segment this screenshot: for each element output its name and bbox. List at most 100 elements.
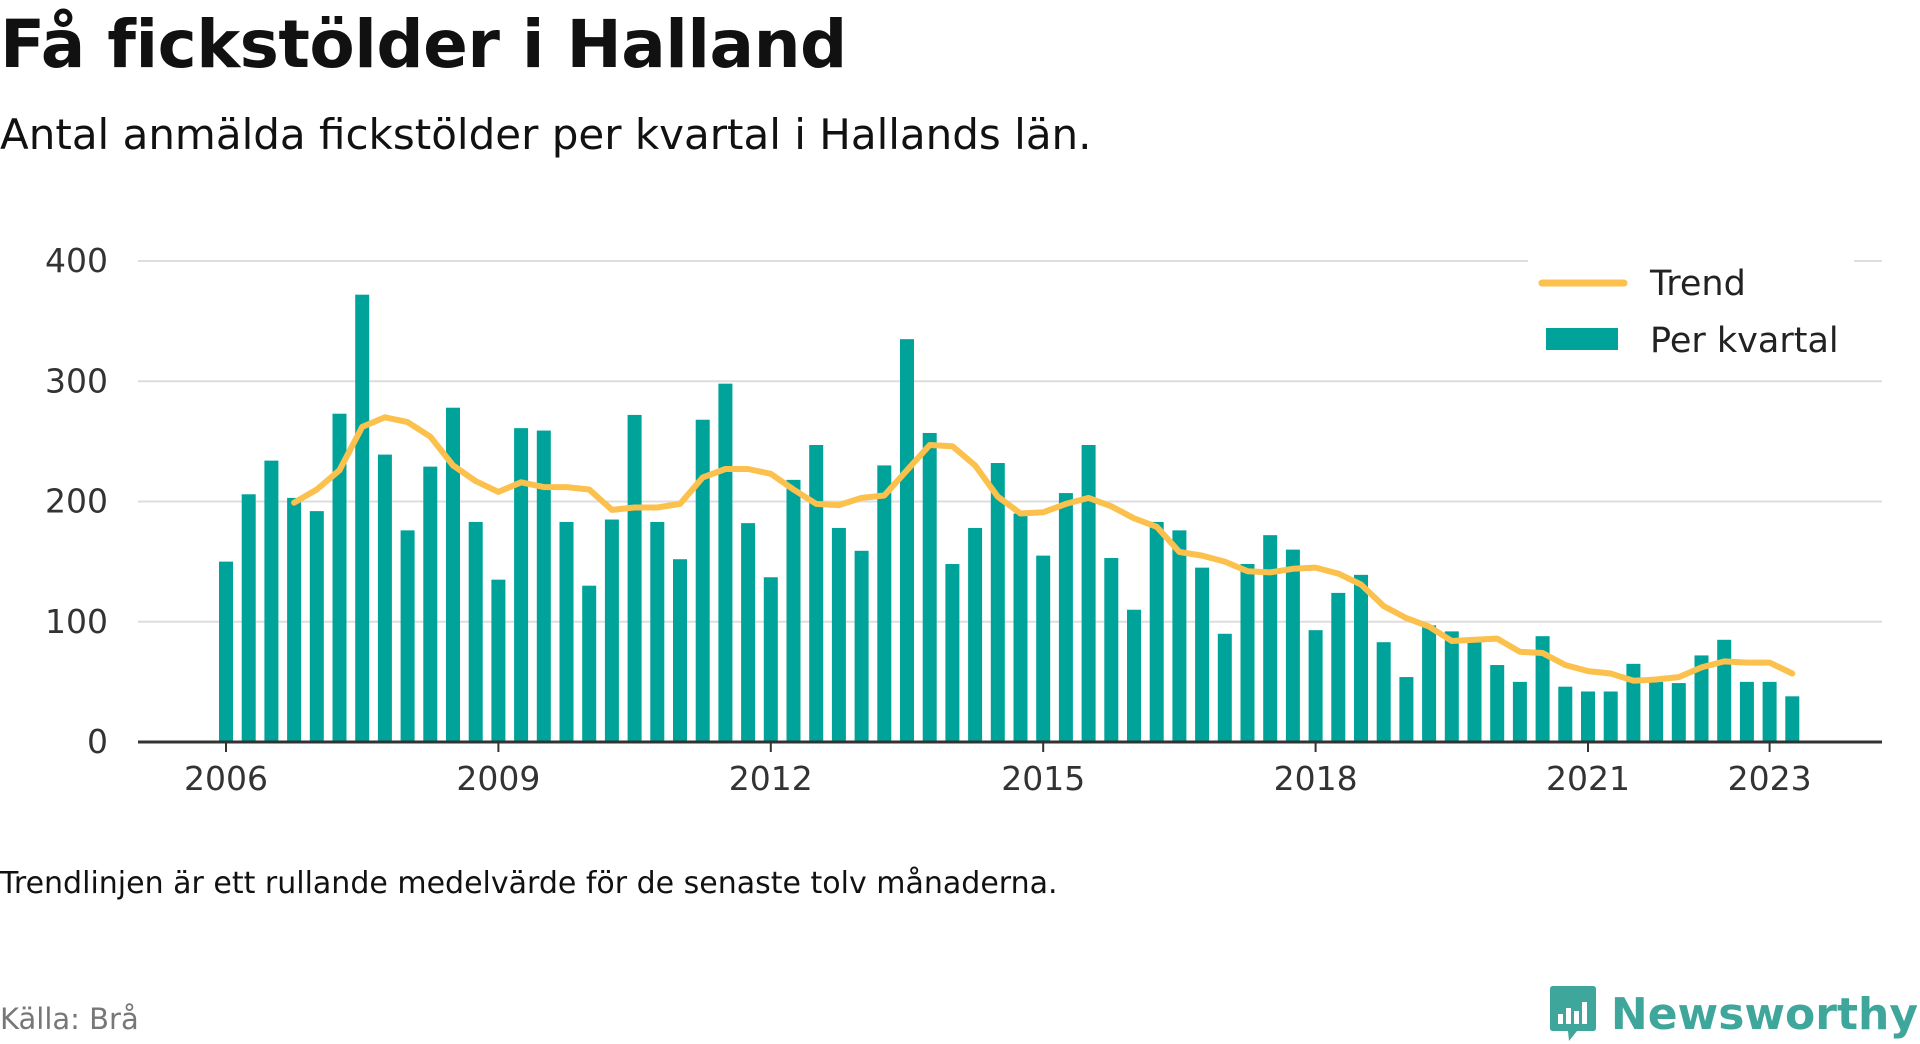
bar	[1694, 655, 1709, 742]
chart-subtitle: Antal anmälda fickstölder per kvartal i …	[0, 110, 1092, 159]
bar	[1263, 535, 1278, 742]
legend-label-per-kvartal: Per kvartal	[1650, 321, 1839, 361]
bar	[241, 494, 256, 742]
x-tick-label: 2012	[729, 759, 813, 798]
bar	[877, 465, 892, 742]
bar	[219, 561, 233, 742]
bar	[786, 479, 801, 742]
bar	[1444, 631, 1459, 742]
bar	[1104, 558, 1119, 742]
bar	[673, 559, 687, 742]
y-tick-label: 0	[87, 722, 108, 761]
bar	[1558, 686, 1573, 742]
bar	[287, 497, 302, 742]
bar	[831, 527, 846, 742]
bar	[1603, 691, 1618, 742]
footnote: Trendlinjen är ett rullande medelvärde f…	[0, 866, 1058, 901]
chart-title: Få fickstölder i Halland	[0, 6, 847, 83]
x-tick-label: 2009	[456, 759, 540, 798]
bar	[604, 519, 619, 742]
legend-swatch-per-kvartal	[1546, 328, 1618, 350]
bar	[1717, 639, 1732, 742]
bar	[423, 466, 438, 742]
bar	[1581, 691, 1595, 742]
bar	[695, 419, 710, 742]
bar	[1036, 555, 1051, 742]
bar	[1149, 521, 1164, 742]
bar	[1626, 663, 1641, 742]
brand-logo[interactable]: Newsworthy	[1549, 984, 1918, 1044]
bar	[1308, 630, 1323, 742]
bar	[400, 530, 415, 742]
bar	[1671, 683, 1686, 742]
bar	[355, 294, 370, 742]
bar	[1399, 677, 1414, 742]
bar	[1285, 549, 1300, 742]
y-tick-label: 100	[45, 602, 108, 641]
bar	[1081, 444, 1096, 742]
bar	[1762, 681, 1777, 742]
x-tick-label: 2018	[1274, 759, 1358, 798]
x-tick-label: 2006	[184, 759, 268, 798]
bar	[718, 383, 733, 742]
bar	[1785, 696, 1800, 742]
bar	[1649, 681, 1664, 742]
bar	[559, 521, 574, 742]
bar-series	[219, 294, 1800, 742]
bar	[1739, 681, 1754, 742]
legend-background	[1528, 258, 1854, 370]
y-tick-label: 200	[45, 482, 108, 521]
bar	[945, 564, 960, 742]
bar	[377, 454, 392, 742]
bar	[650, 521, 665, 742]
bar	[309, 511, 324, 742]
legend-label-trend: Trend	[1649, 264, 1746, 304]
brand-name: Newsworthy	[1610, 988, 1918, 1040]
bar	[900, 339, 914, 742]
bar	[1127, 609, 1141, 742]
x-axis: 2006 2009 2012 2015 2018 2021 2023	[138, 740, 1882, 798]
bar	[491, 579, 506, 742]
bar	[1512, 681, 1527, 742]
bar	[446, 407, 460, 742]
bar	[809, 444, 824, 742]
bar	[1240, 564, 1255, 742]
bar	[1535, 636, 1550, 742]
legend: Trend Per kvartal	[1528, 258, 1854, 370]
bar	[1490, 665, 1505, 742]
x-tick-label: 2021	[1546, 759, 1630, 798]
bar	[1422, 625, 1437, 742]
bar	[1058, 493, 1073, 742]
bar	[627, 414, 642, 742]
bar	[1467, 640, 1482, 742]
bar	[1195, 567, 1210, 742]
x-tick-label: 2015	[1001, 759, 1085, 798]
bar	[1376, 642, 1391, 742]
y-axis-ticks: 0 100 200 300 400	[45, 241, 108, 761]
bar	[741, 523, 756, 742]
bar	[332, 413, 347, 742]
y-tick-label: 400	[45, 241, 108, 280]
source-credit: Källa: Brå	[0, 1002, 139, 1036]
bar	[1172, 530, 1187, 742]
bar	[763, 577, 778, 742]
bar	[1331, 592, 1346, 742]
trend-line	[291, 414, 1796, 684]
bar	[1013, 513, 1028, 742]
bar	[854, 550, 869, 742]
bar-chart-logo-icon	[1549, 986, 1596, 1041]
bar	[990, 463, 1005, 742]
bar	[514, 428, 529, 742]
bar	[1217, 633, 1232, 742]
bar	[1354, 574, 1368, 742]
bar	[968, 527, 983, 742]
bar	[922, 432, 937, 742]
y-tick-label: 300	[45, 361, 108, 400]
bar	[264, 460, 279, 742]
bar	[468, 521, 483, 742]
trend-series	[291, 414, 1796, 684]
x-tick-label: 2023	[1728, 759, 1812, 798]
bar	[582, 585, 597, 742]
bar	[536, 430, 551, 742]
